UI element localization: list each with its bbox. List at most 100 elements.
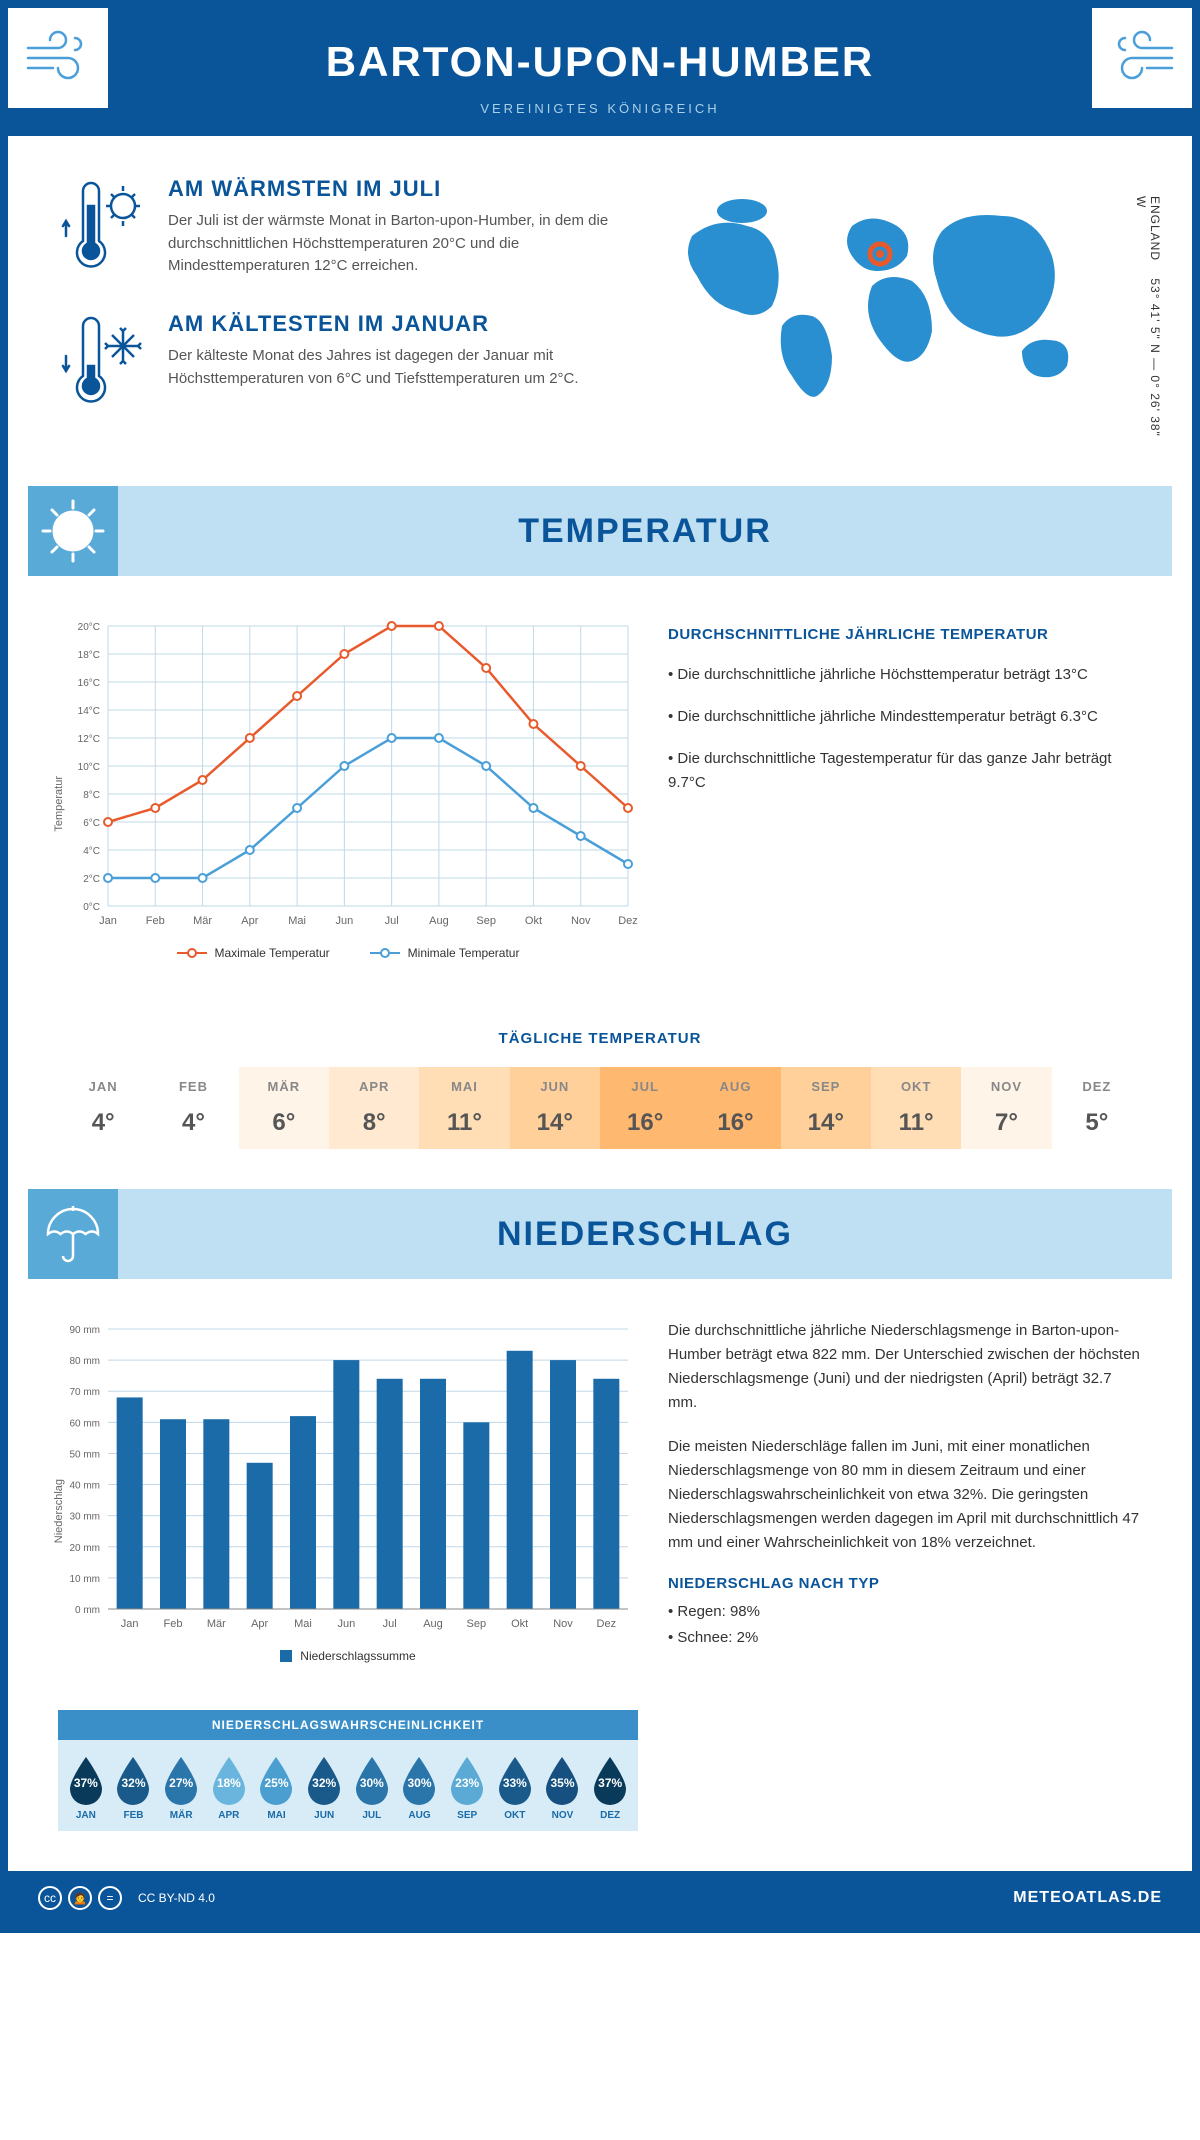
daily-temp-cell: NOV7° <box>961 1067 1051 1149</box>
wind-icon <box>1107 23 1177 93</box>
svg-text:Jan: Jan <box>121 1618 139 1630</box>
svg-text:Feb: Feb <box>146 915 165 927</box>
temp-title: TEMPERATUR <box>118 512 1172 551</box>
infographic-page: BARTON-UPON-HUMBER VEREINIGTES KÖNIGREIC… <box>0 0 1200 1933</box>
svg-text:90 mm: 90 mm <box>69 1325 100 1336</box>
coldest-text: Der kälteste Monat des Jahres ist dagege… <box>168 345 622 390</box>
header-corner <box>8 8 108 108</box>
daily-temp-cell: OKT11° <box>871 1067 961 1149</box>
svg-text:Okt: Okt <box>525 915 542 927</box>
daily-temp-cell: MÄR6° <box>239 1067 329 1149</box>
svg-text:10°C: 10°C <box>78 762 100 773</box>
legend-max: .legend-item:nth-child(1) .legend-line::… <box>177 946 330 960</box>
svg-text:Jan: Jan <box>99 915 117 927</box>
probability-drop: 33% OKT <box>492 1755 538 1821</box>
svg-text:Mai: Mai <box>294 1618 312 1630</box>
svg-text:Mai: Mai <box>288 915 306 927</box>
temperature-chart: Temperatur 0°C2°C4°C6°C8°C10°C12°C14°C16… <box>58 616 638 960</box>
probability-drop: 30% JUL <box>349 1755 395 1821</box>
svg-text:80 mm: 80 mm <box>69 1356 100 1367</box>
nd-icon: = <box>98 1886 122 1910</box>
temp-section-header: TEMPERATUR <box>28 486 1172 576</box>
svg-text:70 mm: 70 mm <box>69 1387 100 1398</box>
svg-text:Apr: Apr <box>251 1618 268 1630</box>
by-icon: 🙍 <box>68 1886 92 1910</box>
probability-drop: 25% MAI <box>254 1755 300 1821</box>
brand: METEOATLAS.DE <box>1013 1889 1162 1907</box>
umbrella-icon <box>28 1189 118 1279</box>
svg-text:2°C: 2°C <box>83 874 100 885</box>
header: BARTON-UPON-HUMBER VEREINIGTES KÖNIGREIC… <box>8 8 1192 136</box>
daily-temp-cell: JUN14° <box>510 1067 600 1149</box>
probability-drop: 23% SEP <box>444 1755 490 1821</box>
svg-text:Mär: Mär <box>193 915 212 927</box>
daily-temp-cell: FEB4° <box>148 1067 238 1149</box>
legend-precip: Niederschlagssumme <box>280 1649 415 1663</box>
daily-temp-cell: DEZ5° <box>1052 1067 1142 1149</box>
precipitation-chart: Niederschlag 0 mm10 mm20 mm30 mm40 mm50 … <box>58 1319 638 1670</box>
world-map: ENGLAND 53° 41' 5" N — 0° 26' 38" W <box>662 176 1142 446</box>
coldest-info: AM KÄLTESTEN IM JANUAR Der kälteste Mona… <box>58 311 622 416</box>
svg-text:50 mm: 50 mm <box>69 1449 100 1460</box>
wind-icon <box>23 23 93 93</box>
warmest-title: AM WÄRMSTEN IM JULI <box>168 176 622 202</box>
svg-text:Sep: Sep <box>476 915 496 927</box>
daily-temp-cell: JAN4° <box>58 1067 148 1149</box>
city-name: BARTON-UPON-HUMBER <box>48 38 1152 86</box>
cc-icon: cc <box>38 1886 62 1910</box>
probability-table: NIEDERSCHLAGSWAHRSCHEINLICHKEIT 37% JAN … <box>58 1710 638 1831</box>
license: cc 🙍 = CC BY-ND 4.0 <box>38 1886 215 1910</box>
svg-text:8°C: 8°C <box>83 790 100 801</box>
daily-temp-cell: JUL16° <box>600 1067 690 1149</box>
svg-text:Jul: Jul <box>385 915 399 927</box>
daily-temp-table: JAN4°FEB4°MÄR6°APR8°MAI11°JUN14°JUL16°AU… <box>58 1067 1142 1149</box>
svg-text:Nov: Nov <box>553 1618 573 1630</box>
probability-drop: 37% JAN <box>63 1755 109 1821</box>
svg-text:Jun: Jun <box>337 1618 355 1630</box>
daily-temp-cell: AUG16° <box>690 1067 780 1149</box>
svg-text:Mär: Mär <box>207 1618 226 1630</box>
probability-drop: 37% DEZ <box>587 1755 633 1821</box>
warmest-text: Der Juli ist der wärmste Monat in Barton… <box>168 210 622 278</box>
svg-text:Nov: Nov <box>571 915 591 927</box>
svg-text:Jul: Jul <box>383 1618 397 1630</box>
precip-info-text: Die durchschnittliche jährliche Niedersc… <box>668 1319 1142 1670</box>
svg-text:20 mm: 20 mm <box>69 1543 100 1554</box>
svg-text:20°C: 20°C <box>78 622 100 633</box>
thermometer-cold-icon <box>58 311 148 416</box>
probability-drop: 32% FEB <box>111 1755 157 1821</box>
svg-text:Apr: Apr <box>241 915 258 927</box>
daily-temp-title: TÄGLICHE TEMPERATUR <box>8 1030 1192 1047</box>
svg-text:Dez: Dez <box>597 1618 617 1630</box>
svg-text:12°C: 12°C <box>78 734 100 745</box>
location-info: AM WÄRMSTEN IM JULI Der Juli ist der wär… <box>8 136 1192 486</box>
svg-text:Dez: Dez <box>618 915 638 927</box>
sun-icon <box>28 486 118 576</box>
coldest-title: AM KÄLTESTEN IM JANUAR <box>168 311 622 337</box>
precip-section-header: NIEDERSCHLAG <box>28 1189 1172 1279</box>
probability-drop: 18% APR <box>206 1755 252 1821</box>
svg-text:10 mm: 10 mm <box>69 1574 100 1585</box>
header-corner <box>1092 8 1192 108</box>
svg-text:30 mm: 30 mm <box>69 1512 100 1523</box>
probability-drop: 30% AUG <box>397 1755 443 1821</box>
svg-text:14°C: 14°C <box>78 706 100 717</box>
svg-text:Sep: Sep <box>467 1618 487 1630</box>
svg-text:18°C: 18°C <box>78 650 100 661</box>
svg-text:Aug: Aug <box>429 915 449 927</box>
coordinates: ENGLAND 53° 41' 5" N — 0° 26' 38" W <box>1134 196 1162 446</box>
svg-text:6°C: 6°C <box>83 818 100 829</box>
daily-temp-cell: MAI11° <box>419 1067 509 1149</box>
svg-text:Jun: Jun <box>335 915 353 927</box>
warmest-info: AM WÄRMSTEN IM JULI Der Juli ist der wär… <box>58 176 622 281</box>
svg-text:Okt: Okt <box>511 1618 528 1630</box>
svg-text:Feb: Feb <box>164 1618 183 1630</box>
country-name: VEREINIGTES KÖNIGREICH <box>48 101 1152 116</box>
probability-drop: 35% NOV <box>540 1755 586 1821</box>
footer: cc 🙍 = CC BY-ND 4.0 METEOATLAS.DE <box>8 1871 1192 1925</box>
svg-text:4°C: 4°C <box>83 846 100 857</box>
svg-text:40 mm: 40 mm <box>69 1481 100 1492</box>
svg-text:0 mm: 0 mm <box>75 1605 100 1616</box>
thermometer-hot-icon <box>58 176 148 281</box>
svg-text:Aug: Aug <box>423 1618 443 1630</box>
